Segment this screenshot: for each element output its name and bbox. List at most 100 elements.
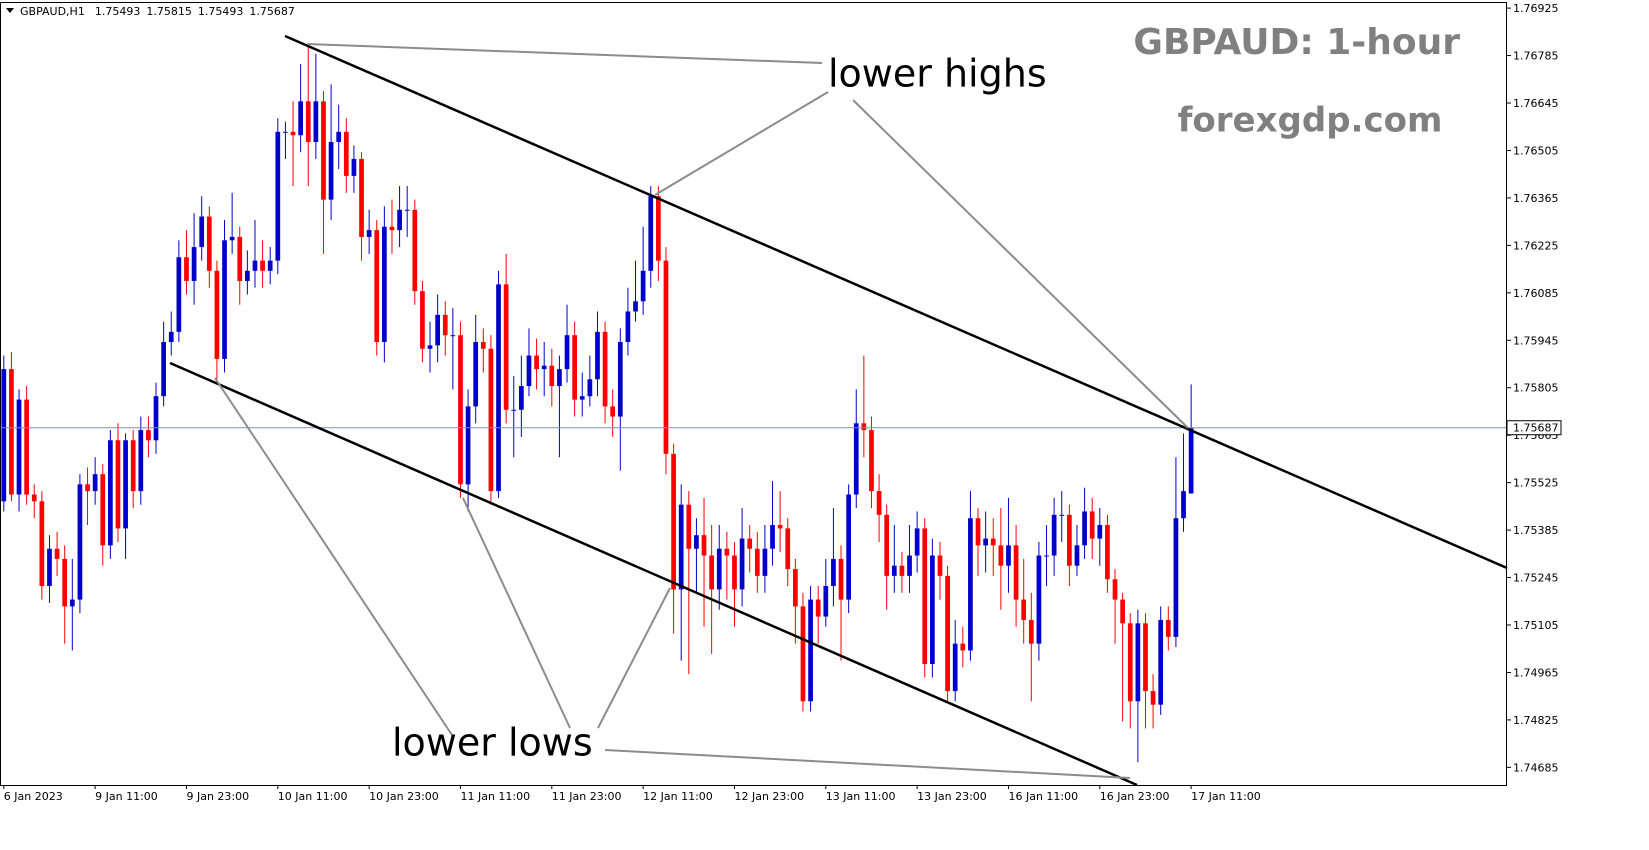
candle-body	[694, 535, 699, 549]
candle-body	[1067, 514, 1072, 566]
candle-body	[1120, 599, 1125, 624]
candle-body	[1051, 514, 1057, 556]
candle-body	[123, 440, 128, 529]
x-tick-label: 11 Jan 23:00	[552, 790, 622, 803]
candle-body	[69, 599, 75, 607]
candle-body	[161, 341, 166, 397]
candle-body	[770, 525, 775, 549]
candle-body	[747, 538, 753, 549]
symbol: GBPAUD,H1	[20, 5, 85, 18]
pointer-line	[604, 749, 1131, 779]
y-tick-label: 1.76085	[1513, 287, 1559, 300]
candle-body	[960, 643, 966, 651]
candle-body	[793, 569, 798, 607]
candle-body	[709, 555, 714, 590]
candle-body	[983, 538, 988, 546]
candle-body	[610, 406, 616, 417]
candle-body	[442, 314, 448, 336]
candle-body	[800, 606, 806, 702]
candle-body	[138, 430, 144, 492]
candle-body	[435, 314, 440, 346]
pointer-line	[462, 497, 571, 729]
y-tick-label: 1.75245	[1513, 572, 1559, 585]
candle-body	[85, 484, 90, 492]
y-tick-label: 1.76785	[1513, 50, 1559, 63]
candle-body	[846, 494, 851, 600]
candle-body	[267, 260, 273, 271]
x-tick-label: 13 Jan 23:00	[917, 790, 987, 803]
candle-body	[838, 558, 844, 600]
candle-body	[762, 548, 768, 576]
y-tick-label: 1.76365	[1513, 192, 1559, 205]
candle-body	[1044, 555, 1049, 557]
candle-body	[321, 101, 326, 200]
candle-body	[206, 216, 212, 271]
candle-body	[511, 409, 517, 411]
x-tick-label: 16 Jan 11:00	[1008, 790, 1078, 803]
candle-body	[876, 491, 882, 515]
pointer-line	[306, 43, 823, 64]
candle-body	[1158, 619, 1164, 705]
candle-body	[686, 504, 692, 549]
candle-body	[656, 196, 661, 261]
candle-body	[146, 430, 151, 441]
candle-body	[488, 348, 494, 492]
candle-body	[412, 209, 418, 292]
candle-body	[952, 643, 958, 692]
chart-subtitle: forexgdp.com	[1178, 101, 1443, 141]
candle-body	[290, 131, 296, 136]
y-tick-label: 1.75525	[1513, 477, 1559, 490]
candle-body	[853, 423, 859, 495]
candle-body	[397, 209, 402, 231]
pointer-line	[214, 377, 453, 736]
candle-body	[678, 504, 684, 590]
candle-body	[572, 335, 577, 400]
x-tick-label: 12 Jan 11:00	[643, 790, 713, 803]
annotation: lower lows	[392, 721, 593, 765]
candle-body	[1006, 545, 1011, 566]
y-tick-label: 1.74825	[1513, 714, 1559, 727]
candle-body	[975, 518, 981, 546]
candle-body	[31, 494, 37, 502]
last-price-box	[1506, 420, 1562, 436]
candle-body	[1036, 555, 1042, 644]
candle-body	[503, 284, 509, 410]
candle-body	[564, 335, 570, 370]
candle-body	[252, 260, 258, 271]
candle-body	[526, 355, 532, 387]
candle-body	[450, 335, 456, 337]
candle-body	[382, 226, 387, 342]
candle-body	[587, 379, 593, 397]
candle-body	[777, 525, 783, 529]
candle-body	[732, 555, 737, 590]
candle-body	[351, 158, 357, 176]
pointers	[214, 43, 1189, 779]
candle-body	[648, 196, 654, 271]
pointer-line	[852, 99, 1189, 429]
candle-body	[168, 331, 174, 342]
y-tick-label: 1.76645	[1513, 97, 1559, 110]
candle-body	[222, 240, 227, 359]
candle-body	[77, 484, 83, 600]
candle-body	[1112, 579, 1118, 600]
candle-body	[534, 355, 539, 370]
candle-body	[869, 430, 874, 492]
candle-body	[1181, 491, 1186, 519]
candle-body	[176, 257, 182, 332]
candle-body	[1105, 525, 1110, 580]
candle-body	[831, 558, 836, 587]
candle-body	[937, 555, 943, 576]
candle-body	[625, 311, 631, 342]
candle-body	[313, 101, 319, 142]
y-tick-label: 1.75805	[1513, 382, 1559, 395]
candle-body	[541, 365, 547, 370]
candle-body	[420, 291, 425, 349]
candle-body	[579, 396, 585, 400]
candle-body	[914, 528, 920, 556]
candle-body	[214, 270, 220, 359]
x-tick-label: 12 Jan 23:00	[734, 790, 804, 803]
marks	[0, 43, 1507, 763]
candle-body	[465, 406, 471, 485]
candle-body	[245, 270, 250, 281]
candle-body	[945, 575, 950, 692]
